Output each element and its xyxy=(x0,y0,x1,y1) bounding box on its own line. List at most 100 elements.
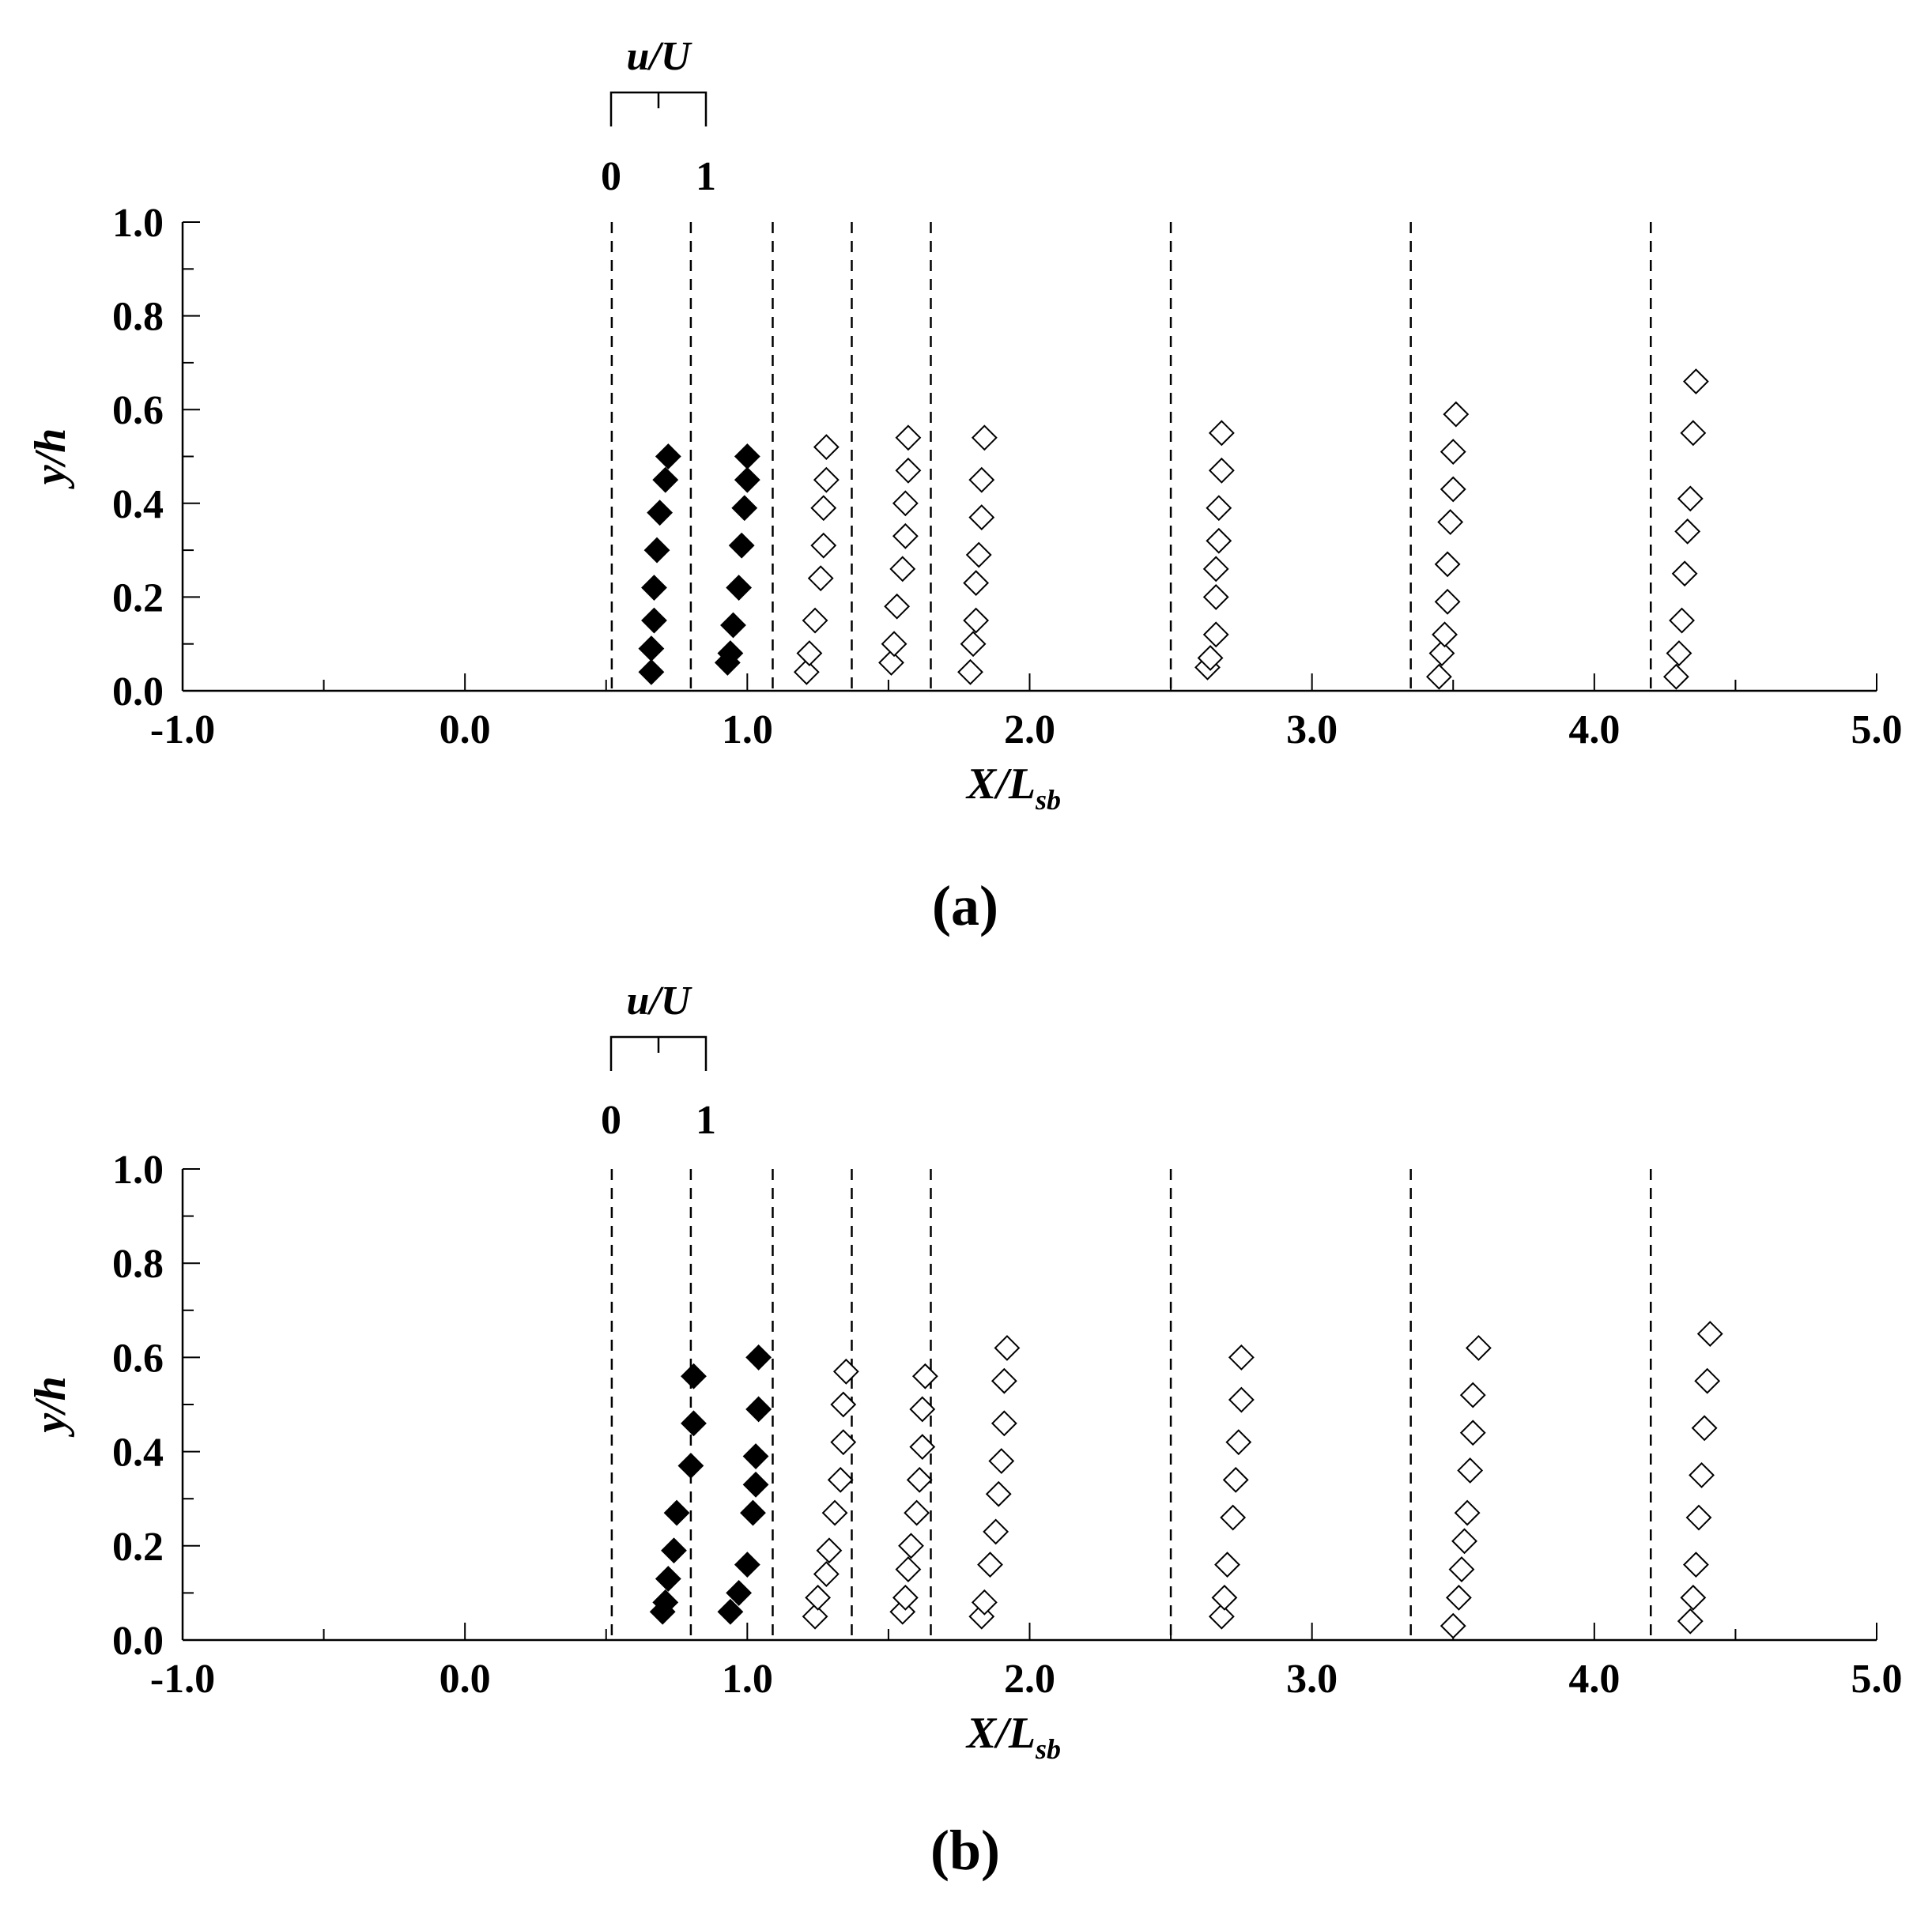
open-series xyxy=(957,424,998,685)
chart-panel: -1.0 0.0 1.0 2.0 3.0 4.0 5.00.00.20.40.60.81.0… xyxy=(26,34,1903,937)
filled-diamond-point xyxy=(655,443,681,469)
open-diamond-point xyxy=(1457,1457,1484,1484)
filled-diamond-point xyxy=(643,537,670,564)
x-tick-label: 3.0 xyxy=(1286,1657,1338,1702)
open-diamond-point xyxy=(1671,560,1698,587)
open-diamond-point xyxy=(1691,1415,1718,1442)
open-diamond-point xyxy=(1694,1367,1721,1394)
open-diamond-point xyxy=(1459,1382,1486,1408)
filled-diamond-point xyxy=(742,1443,769,1469)
open-diamond-point xyxy=(1445,1584,1472,1611)
open-diamond-point xyxy=(965,541,992,568)
open-diamond-point xyxy=(971,1589,998,1616)
filled-diamond-point xyxy=(641,575,667,601)
open-diamond-point xyxy=(909,1434,936,1461)
open-diamond-point xyxy=(1677,485,1704,512)
filled-diamond-point xyxy=(661,1537,687,1564)
open-diamond-point xyxy=(1225,1429,1252,1456)
panel-caption: (a) xyxy=(932,874,998,937)
open-diamond-point xyxy=(892,522,919,549)
open-diamond-point xyxy=(881,631,908,658)
open-diamond-point xyxy=(892,490,919,517)
open-diamond-point xyxy=(994,1335,1021,1361)
open-diamond-point xyxy=(971,424,998,451)
filled-diamond-point xyxy=(638,658,665,685)
open-diamond-point xyxy=(895,1556,922,1583)
y-tick-label: 0.8 xyxy=(112,1242,164,1287)
y-tick-label: 0.4 xyxy=(112,1431,164,1476)
x-tick-label: -1.0 xyxy=(150,1657,215,1702)
open-diamond-point xyxy=(898,1533,924,1559)
filled-diamond-point xyxy=(745,1344,772,1371)
x-tick-label: 0.0 xyxy=(440,1657,491,1702)
x-tick-label: 2.0 xyxy=(1004,707,1055,752)
open-diamond-point xyxy=(1465,1335,1492,1361)
filled-diamond-point xyxy=(734,1552,760,1578)
open-diamond-point xyxy=(983,1518,1009,1545)
open-series xyxy=(1677,1321,1723,1635)
y-tick-label: 1.0 xyxy=(112,1148,164,1193)
open-diamond-point xyxy=(1425,663,1452,690)
open-diamond-point xyxy=(1440,1612,1466,1639)
open-diamond-point xyxy=(810,495,837,522)
open-series xyxy=(793,434,840,685)
scale-bar-label: u/U xyxy=(627,34,692,79)
open-diamond-point xyxy=(1228,1344,1255,1371)
open-diamond-point xyxy=(813,1561,840,1587)
filled-diamond-point xyxy=(641,607,667,634)
y-tick-label: 0.2 xyxy=(112,575,164,620)
filled-diamond-point xyxy=(681,1410,707,1437)
open-diamond-point xyxy=(793,658,820,685)
y-tick-label: 1.0 xyxy=(112,201,164,246)
y-tick-label: 0.6 xyxy=(112,1336,164,1381)
open-diamond-point xyxy=(832,1358,859,1385)
open-diamond-point xyxy=(1202,621,1229,648)
open-diamond-point xyxy=(906,1466,933,1493)
open-diamond-point xyxy=(892,1584,919,1611)
open-series xyxy=(1208,1344,1255,1630)
open-diamond-point xyxy=(802,1603,828,1630)
y-tick-label: 0.8 xyxy=(112,295,164,340)
x-tick-label: 3.0 xyxy=(1286,707,1338,752)
open-diamond-point xyxy=(816,1537,843,1564)
open-diamond-point xyxy=(895,424,922,451)
open-diamond-point xyxy=(1220,1504,1247,1531)
y-tick-label: 0.0 xyxy=(112,669,164,715)
filled-diamond-point xyxy=(717,1598,744,1625)
open-diamond-point xyxy=(1428,640,1455,666)
open-diamond-point xyxy=(963,607,990,634)
filled-diamond-point xyxy=(652,466,679,493)
open-diamond-point xyxy=(830,1429,857,1456)
open-diamond-point xyxy=(1689,1461,1715,1488)
open-diamond-point xyxy=(911,1363,938,1389)
open-diamond-point xyxy=(1448,1556,1475,1583)
filled-series xyxy=(649,1363,707,1625)
x-tick-label: 4.0 xyxy=(1568,1657,1620,1702)
open-diamond-point xyxy=(1440,476,1466,503)
open-diamond-point xyxy=(1454,1499,1481,1526)
open-diamond-point xyxy=(1208,457,1235,484)
open-diamond-point xyxy=(991,1410,1017,1437)
y-axis-label: y/h xyxy=(26,428,75,490)
open-series xyxy=(1662,368,1709,690)
open-diamond-point xyxy=(977,1552,1003,1578)
open-diamond-point xyxy=(1197,645,1224,671)
x-tick-label: 1.0 xyxy=(722,1657,773,1702)
open-diamond-point xyxy=(988,1448,1015,1474)
open-diamond-point xyxy=(889,556,916,583)
filled-diamond-point xyxy=(717,640,744,666)
open-diamond-point xyxy=(985,1480,1012,1507)
filled-series xyxy=(714,443,760,676)
open-series xyxy=(1425,401,1470,690)
open-diamond-point xyxy=(1214,1552,1240,1578)
x-tick-label: 1.0 xyxy=(722,707,773,752)
filled-diamond-point xyxy=(655,1566,681,1592)
open-diamond-point xyxy=(827,1466,854,1493)
open-series xyxy=(889,1363,938,1625)
filled-series xyxy=(638,443,681,685)
open-diamond-point xyxy=(1211,1584,1238,1611)
filled-diamond-point xyxy=(663,1499,690,1526)
open-diamond-point xyxy=(1451,1528,1477,1555)
filled-diamond-point xyxy=(720,612,746,639)
